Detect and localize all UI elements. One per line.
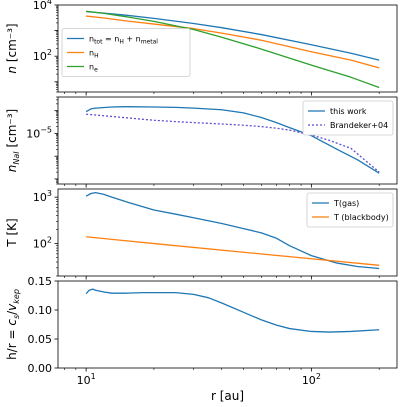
panel-1: 102 104 n [cm⁻³] ntot = nH + nmetal nH ne (5, 0, 398, 96)
legend: ntot = nH + nmetal nH ne (61, 28, 191, 77)
legend-label: ntot = nH + nmetal (89, 35, 158, 46)
axes-frame (57, 188, 398, 277)
series-line (86, 11, 380, 61)
legend-label: nH (89, 49, 99, 60)
legend: T(gas) T (blackbody) (306, 192, 394, 228)
panel-4: 0.00 0.05 0.10 0.15 h/r = cs/vkep (5, 275, 398, 375)
y-tick-label: 0.00 (28, 362, 53, 375)
y-axis-label: T [K] (5, 218, 19, 247)
axes-frame (57, 4, 398, 93)
legend-frame (306, 192, 394, 228)
x-tick-label: 101 (77, 372, 96, 387)
legend-label: T(gas) (333, 199, 359, 208)
y-tick-label: 103 (33, 189, 52, 204)
axes-frame (57, 280, 398, 369)
y-tick-label: 102 (33, 48, 52, 63)
legend-frame (61, 28, 191, 77)
series-line (85, 192, 380, 270)
series-line (85, 106, 380, 174)
series-line (86, 15, 380, 69)
series-line (86, 113, 380, 173)
series-line (85, 288, 380, 333)
legend: this work Brandeker+04 (302, 100, 394, 136)
legend-label: T (blackbody) (333, 213, 389, 222)
y-axis-label: n [cm⁻³] (5, 23, 19, 73)
legend-frame (302, 100, 394, 136)
panel-2: 10−5 nNaI [cm⁻³] this work Brandeker+04 (5, 96, 398, 188)
y-tick-label: 0.15 (28, 275, 53, 288)
panel-3: 102 103 T [K] T(gas) T (blackbody) (5, 188, 398, 280)
y-tick-label: 102 (33, 236, 52, 251)
series-line (86, 10, 380, 89)
y-tick-label: 0.10 (28, 304, 53, 317)
axes-frame (57, 96, 398, 185)
legend-label: ne (89, 63, 98, 74)
series-line (86, 236, 380, 266)
y-axis-label: h/r = cs/vkep (5, 289, 21, 360)
x-axis-label: r [au] (211, 389, 244, 403)
y-tick-label: 0.05 (28, 333, 53, 346)
legend-label: Brandeker+04 (330, 121, 388, 130)
y-tick-label: 104 (33, 0, 52, 12)
y-tick-label: 10−5 (26, 125, 52, 140)
y-axis-label: nNaI [cm⁻³] (5, 109, 21, 172)
x-tick-label: 102 (302, 372, 321, 387)
legend-label: this work (330, 107, 367, 116)
